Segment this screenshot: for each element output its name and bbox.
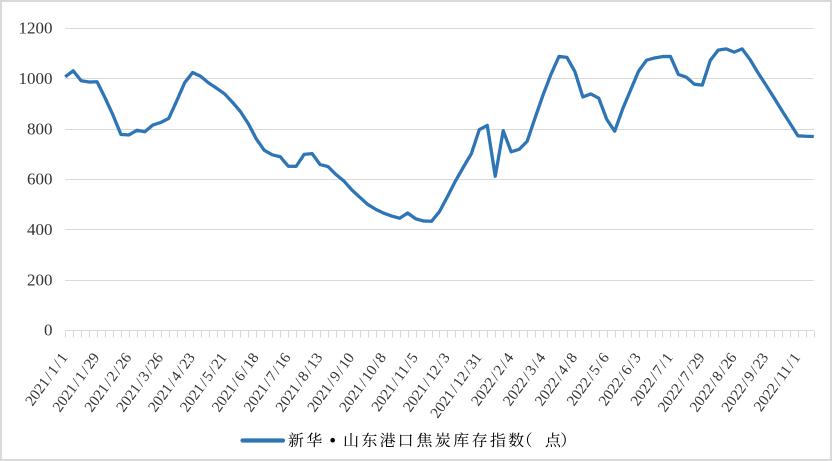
svg-text:400: 400 [27, 220, 53, 239]
svg-text:200: 200 [27, 270, 53, 289]
svg-text:1200: 1200 [19, 19, 53, 38]
svg-text:600: 600 [27, 170, 53, 189]
svg-text:0: 0 [44, 321, 53, 340]
svg-text:800: 800 [27, 119, 53, 138]
svg-text:1000: 1000 [19, 69, 53, 88]
